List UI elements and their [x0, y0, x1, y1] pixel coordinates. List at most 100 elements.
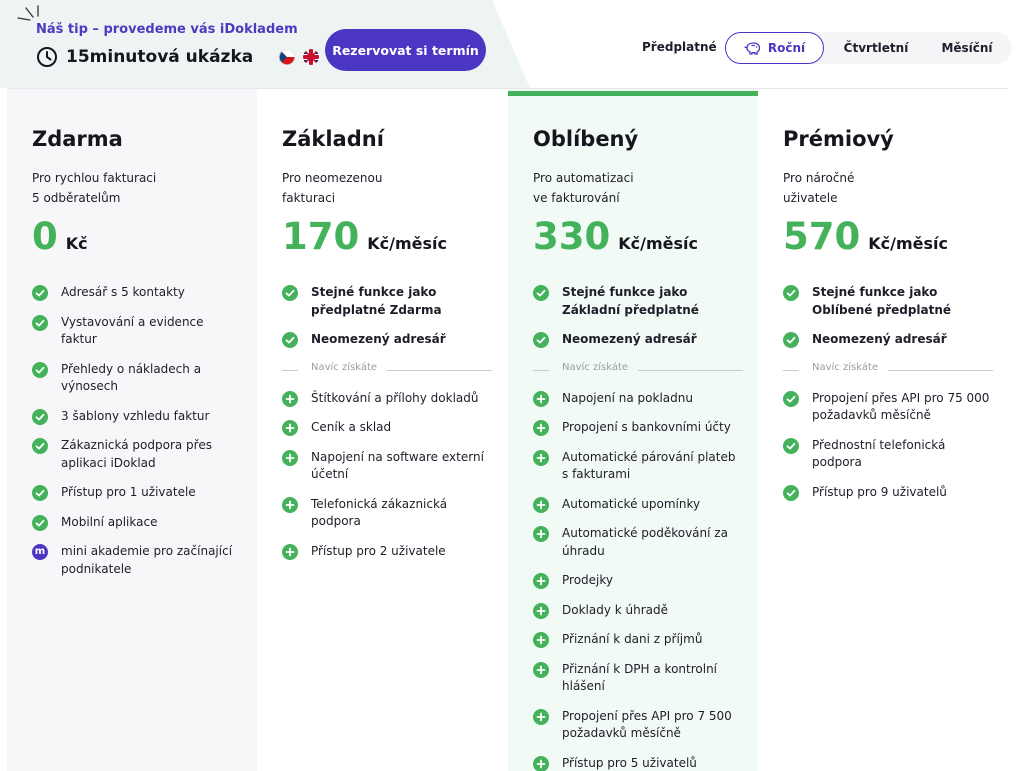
extras-divider: Navíc získáte	[783, 361, 993, 378]
extras-label: Navíc získáte	[812, 361, 879, 373]
price-unit: Kč	[65, 234, 88, 253]
check-icon	[533, 332, 549, 348]
feature-text: Vystavování a evidence faktur	[61, 314, 204, 347]
check-icon	[783, 437, 799, 454]
feature-text: Stejné funkce jako Oblíbené předplatné	[812, 285, 952, 317]
feature-text: Stejné funkce jako předplatné Zdarma	[311, 285, 442, 317]
feature-item: Přednostní telefonická podpora	[783, 437, 993, 472]
price-unit: Kč/měsíc	[868, 234, 948, 253]
extras-divider: Navíc získáte	[533, 361, 743, 378]
feature-item: Přístup pro 5 uživatelů	[533, 755, 743, 771]
feature-list: Adresář s 5 kontakty Vystavování a evide…	[32, 284, 242, 590]
promo-title: 15minutová ukázka	[66, 47, 254, 67]
feature-item: Automatické upomínky	[533, 496, 743, 514]
feature-item: Mobilní aplikace	[32, 514, 242, 532]
check-icon	[32, 485, 48, 501]
feature-text: Neomezený adresář	[311, 332, 446, 346]
plan-description-line: ve fakturování	[533, 191, 620, 205]
plan-description: Pro náročné uživatele	[783, 168, 983, 208]
piggy-bank-icon	[744, 42, 761, 55]
plus-icon	[533, 632, 549, 648]
feature-item: Neomezený adresář	[533, 331, 743, 349]
plan-card-basic: Základní Pro neomezenou fakturaci 170 Kč…	[257, 89, 508, 771]
feature-item: Propojení přes API pro 75 000 požadavků …	[783, 390, 993, 425]
feature-text: Prodejky	[562, 573, 613, 587]
plan-card-popular: Oblíbený Pro automatizaci ve fakturování…	[508, 89, 758, 771]
feature-text: Mobilní aplikace	[61, 514, 158, 529]
plan-price: 170 Kč/měsíc	[282, 215, 447, 259]
feature-text: Přednostní telefonická podpora	[812, 437, 946, 470]
feature-text: Propojení přes API pro 75 000 požadavků …	[812, 390, 990, 423]
feature-text: Napojení na software externí účetní	[311, 449, 484, 482]
promo-row: 15minutová ukázka	[36, 46, 320, 68]
period-option-yearly[interactable]: Roční	[725, 32, 824, 64]
feature-item: Přehledy o nákladech a výnosech	[32, 361, 242, 396]
plan-name: Oblíbený	[533, 127, 639, 151]
price-value: 330	[533, 215, 611, 258]
feature-text: Automatické upomínky	[562, 496, 701, 511]
feature-item: Prodejky	[533, 572, 743, 590]
feature-item: Ceník a sklad	[282, 419, 492, 437]
czech-flag-icon[interactable]	[279, 49, 296, 65]
extras-divider: Navíc získáte	[282, 361, 492, 378]
plus-icon	[282, 449, 298, 466]
feature-text: Přístup pro 5 uživatelů	[562, 755, 697, 770]
feature-text: Štítkování a přílohy dokladů	[311, 390, 479, 405]
plan-name: Prémiový	[783, 127, 894, 151]
plan-name: Zdarma	[32, 127, 123, 151]
plan-card-free: Zdarma Pro rychlou fakturaci 5 odběratel…	[7, 89, 257, 771]
uk-flag-icon[interactable]	[303, 49, 320, 65]
feature-text: Propojení přes API pro 7 500 požadavků m…	[562, 708, 732, 741]
plus-icon	[282, 496, 298, 513]
feature-item: Propojení s bankovními účty	[533, 419, 743, 437]
feature-list: Stejné funkce jako předplatné Zdarma Neo…	[282, 284, 492, 572]
plus-icon	[533, 573, 549, 589]
language-flags	[277, 49, 320, 65]
feature-list: Stejné funkce jako Základní předplatné N…	[533, 284, 743, 771]
plus-icon	[282, 390, 298, 407]
feature-text: Doklady k úhradě	[562, 602, 669, 617]
feature-text: Přístup pro 1 uživatele	[61, 485, 196, 499]
plan-description-line: fakturaci	[282, 191, 336, 205]
plan-name: Základní	[282, 127, 384, 151]
period-option-label: Čtvrtletní	[843, 41, 909, 55]
plan-description-line: Pro automatizaci	[533, 171, 634, 185]
feature-item: Adresář s 5 kontakty	[32, 284, 242, 302]
check-icon	[783, 390, 799, 407]
feature-list: Stejné funkce jako Oblíbené předplatné N…	[783, 284, 993, 513]
billing-period-toggle: Roční Čtvrtletní Měsíční	[725, 32, 1012, 64]
feature-text: 3 šablony vzhledu faktur	[61, 408, 210, 423]
price-unit: Kč/měsíc	[367, 234, 447, 253]
feature-text: Automatické párování plateb s fakturami	[562, 449, 736, 482]
extras-label: Navíc získáte	[311, 361, 378, 373]
feature-text: mini akademie pro začínající podnikatele	[61, 544, 233, 576]
plan-description-line: Pro neomezenou	[282, 171, 383, 185]
period-option-label: Roční	[767, 41, 806, 55]
feature-item: Přiznání k DPH a kontrolní hlášení	[533, 661, 743, 696]
plus-icon	[533, 526, 549, 542]
feature-item: Automatické párování plateb s fakturami	[533, 449, 743, 484]
check-icon	[533, 285, 549, 301]
feature-item: 3 šablony vzhledu faktur	[32, 408, 242, 426]
period-option-monthly[interactable]: Měsíční	[931, 32, 1003, 64]
check-icon	[282, 285, 298, 301]
feature-item: Přiznání k dani z příjmů	[533, 631, 743, 649]
plus-icon	[533, 496, 549, 513]
check-icon	[32, 361, 48, 378]
period-option-label: Měsíční	[941, 41, 993, 55]
feature-item: Doklady k úhradě	[533, 602, 743, 620]
pricing-plans: Zdarma Pro rychlou fakturaci 5 odběratel…	[7, 88, 1008, 771]
feature-item: Stejné funkce jako Základní předplatné	[533, 284, 743, 319]
plan-description: Pro automatizaci ve fakturování	[533, 168, 733, 208]
plan-description-line: uživatele	[783, 191, 838, 205]
clock-icon	[37, 47, 57, 67]
feature-text: Přiznání k DPH a kontrolní hlášení	[562, 661, 718, 694]
period-option-quarterly[interactable]: Čtvrtletní	[837, 32, 915, 64]
feature-item: Neomezený adresář	[282, 331, 492, 349]
feature-text: Stejné funkce jako Základní předplatné	[562, 285, 699, 317]
price-unit: Kč/měsíc	[618, 234, 698, 253]
feature-item: Štítkování a přílohy dokladů	[282, 390, 492, 408]
plus-icon	[533, 449, 549, 466]
book-demo-button[interactable]: Rezervovat si termín	[325, 29, 486, 71]
feature-text: Zákaznická podpora přes aplikaci iDoklad	[61, 438, 212, 470]
